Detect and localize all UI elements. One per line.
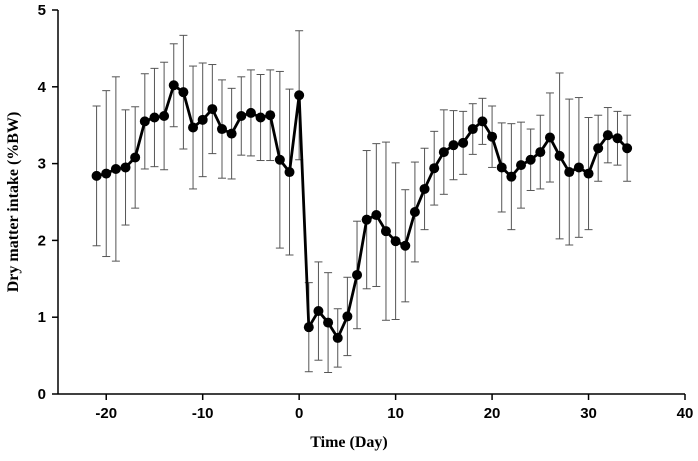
data-point: [332, 332, 343, 343]
data-point: [380, 226, 391, 237]
data-point: [130, 152, 141, 163]
x-tick-label: 10: [387, 405, 404, 422]
data-point: [255, 112, 266, 123]
data-point: [554, 150, 565, 161]
data-point: [168, 80, 179, 91]
data-point: [573, 162, 584, 173]
data-point: [226, 128, 237, 139]
data-point: [583, 168, 594, 179]
data-point: [323, 317, 334, 328]
data-point: [612, 133, 623, 144]
markers: [91, 80, 633, 343]
data-point: [622, 143, 633, 154]
data-point: [458, 137, 469, 148]
data-point: [265, 110, 276, 121]
data-point: [178, 87, 189, 98]
data-point: [149, 112, 160, 123]
x-tick-label: 0: [295, 405, 303, 422]
x-tick-label: 30: [580, 405, 597, 422]
data-point: [602, 130, 613, 141]
x-tick-label: -20: [95, 405, 117, 422]
data-point: [371, 210, 382, 221]
data-point: [419, 183, 430, 194]
data-point: [487, 131, 498, 142]
data-point: [274, 154, 285, 165]
data-point: [477, 116, 488, 127]
data-point: [390, 236, 401, 247]
y-tick-label: 1: [38, 309, 46, 326]
series-line: [96, 83, 629, 340]
data-point: [110, 163, 121, 174]
data-point: [400, 240, 411, 251]
data-point: [303, 322, 314, 333]
y-tick-label: 3: [38, 156, 46, 173]
data-point: [284, 167, 295, 178]
data-point: [236, 110, 247, 121]
y-tick-label: 0: [38, 386, 46, 403]
data-point: [409, 206, 420, 217]
data-point: [448, 140, 459, 151]
data-point: [139, 116, 150, 127]
data-point: [188, 122, 199, 133]
data-point: [564, 167, 575, 178]
data-point: [313, 306, 324, 317]
data-point: [294, 90, 305, 101]
data-point: [525, 154, 536, 165]
data-point: [197, 114, 208, 125]
data-point: [516, 160, 527, 171]
x-ticks: -20 -10 0 10 20 30 40: [95, 394, 693, 422]
data-point: [245, 107, 256, 118]
data-point: [506, 171, 517, 182]
data-point: [216, 124, 227, 135]
y-ticks: 0 1 2 3 4 5: [38, 2, 58, 403]
data-point: [159, 110, 170, 121]
data-point: [342, 311, 353, 322]
data-point: [496, 162, 507, 173]
x-axis-title: Time (Day): [310, 434, 387, 451]
y-tick-label: 2: [38, 232, 46, 249]
data-point: [467, 124, 478, 135]
data-point: [91, 170, 102, 181]
axes: [57, 10, 685, 395]
y-axis-title: Dry matter intake (%BW): [5, 112, 22, 293]
y-tick-label: 4: [38, 79, 47, 96]
data-point: [101, 168, 112, 179]
x-tick-label: 40: [677, 405, 694, 422]
data-point: [352, 269, 363, 280]
data-point: [544, 132, 555, 143]
data-point: [535, 147, 546, 158]
data-point: [593, 143, 604, 154]
data-point: [429, 163, 440, 174]
data-point: [438, 147, 449, 158]
y-tick-label: 5: [38, 2, 46, 19]
x-tick-label: 20: [484, 405, 501, 422]
data-point: [361, 214, 372, 225]
data-point: [120, 162, 131, 173]
x-tick-label: -10: [192, 405, 214, 422]
data-point: [207, 104, 218, 115]
